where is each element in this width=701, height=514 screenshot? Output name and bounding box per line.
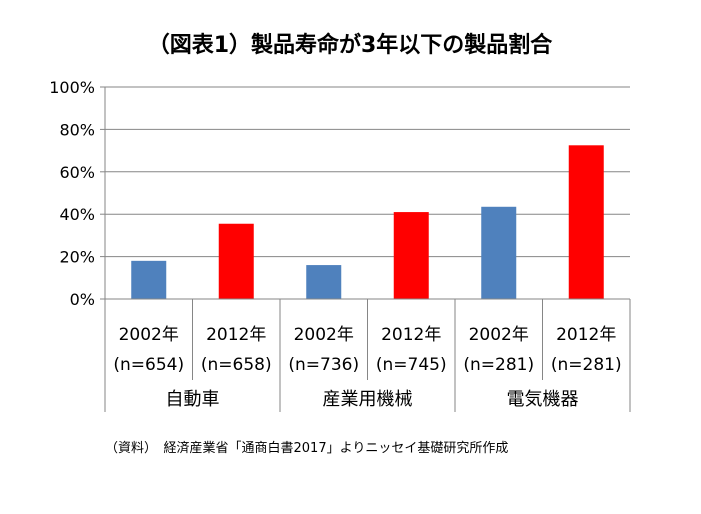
x-category-n-label: (n=281) [551,355,622,375]
x-group-label: 産業用機械 [323,389,413,410]
x-group-label: 電気機器 [507,389,579,410]
y-axis: 0% 20% 40% 60% 80% 100% [49,78,106,412]
x-category-n-label: (n=736) [288,355,359,375]
y-tick-label: 60% [59,163,95,182]
x-group-label: 自動車 [166,389,220,410]
x-category-year-label: 2012年 [556,325,616,345]
y-tick-label: 100% [49,78,95,97]
y-tick-label: 80% [59,120,95,139]
bar [218,223,254,299]
x-category-n-label: (n=281) [463,355,534,375]
bar [393,212,429,299]
x-axis: 2002年 (n=654) 2012年 (n=658) 2002年 (n=736) 2012… [105,298,631,412]
bar [131,260,167,299]
bar [568,145,604,299]
bar [306,265,342,299]
y-tick-label: 40% [59,205,95,224]
x-category-year-label: 2012年 [381,325,441,345]
x-category-n-label: (n=658) [201,355,272,375]
y-tick-label: 0% [70,290,95,309]
chart-title: （図表1）製品寿命が3年以下の製品割合 [148,32,554,58]
x-category-n-label: (n=654) [113,355,184,375]
source-note: （資料） 経済産業省「通商白書2017」よりニッセイ基礎研究所作成 [105,440,508,456]
bar [481,206,517,299]
bars [131,145,604,299]
x-category-year-label: 2002年 [469,325,529,345]
x-category-n-label: (n=745) [376,355,447,375]
x-category-year-label: 2002年 [119,325,179,345]
gridlines [105,86,630,258]
x-category-year-label: 2002年 [294,325,354,345]
x-category-year-label: 2012年 [206,325,266,345]
y-tick-label: 20% [59,248,95,267]
